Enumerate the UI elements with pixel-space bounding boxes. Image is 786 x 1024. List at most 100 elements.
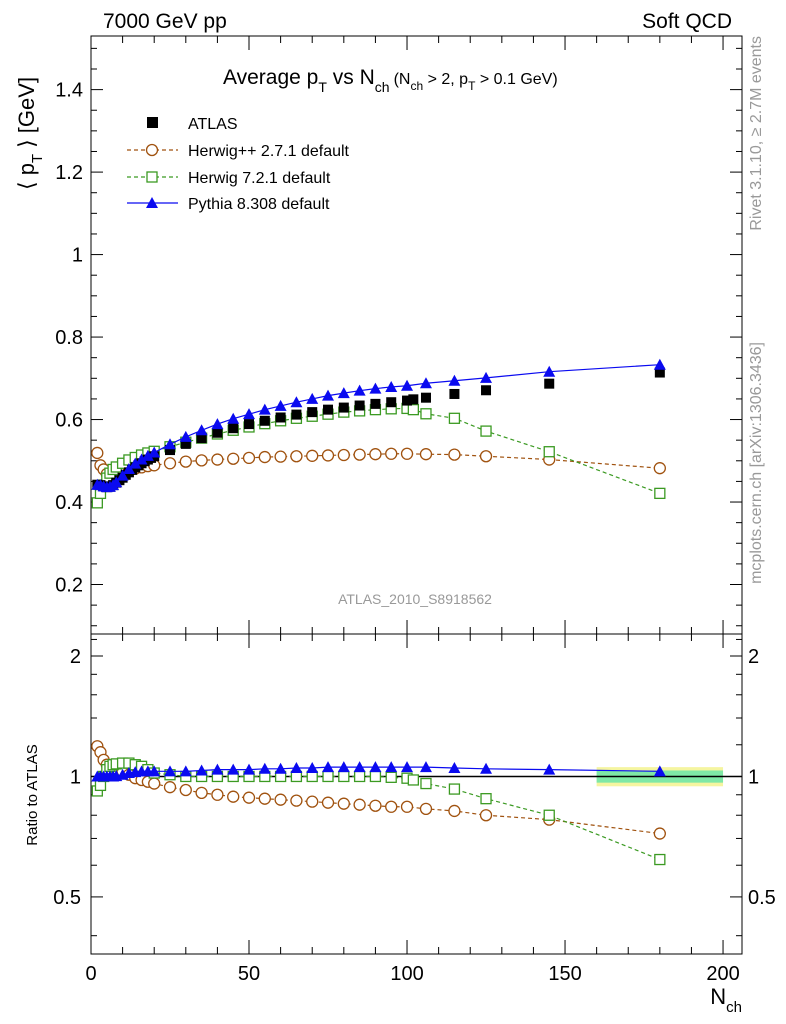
main-herwigpp-point [91, 446, 104, 460]
main-pythia-point [385, 380, 398, 392]
main-pythia-point [116, 469, 129, 481]
ratio-herwigpp-point [400, 800, 414, 813]
main-pythia-point [243, 408, 256, 420]
ratio-herwig7-point [543, 809, 555, 821]
x-axis-label: Nch [710, 984, 742, 1016]
legend-marker-herwigpp [145, 143, 159, 157]
main-y-tick-label: 0.2 [55, 575, 83, 597]
plot-title-a: Average p [223, 66, 318, 89]
main-pythia-point [148, 446, 161, 458]
analysis-id-label: ATLAS_2010_S8918562 [338, 591, 492, 607]
main-y-tick-label: 1.2 [55, 162, 83, 184]
ratio-pythia-point [653, 765, 666, 777]
ratio-y-tick-label: 0.5 [53, 887, 81, 909]
main-herwigpp-point [385, 447, 398, 460]
ratio-pythia-point [419, 761, 432, 773]
main-series-layer [91, 358, 666, 509]
ratio-herwigpp-point [163, 781, 177, 794]
ratio-herwigpp-point [290, 794, 303, 807]
main-pythia-point [322, 389, 335, 401]
main-pythia-point [122, 463, 135, 475]
ratio-pythia-point [211, 763, 224, 775]
ratio-herwig7-point [480, 793, 492, 805]
legend-marker-herwig7 [146, 171, 158, 183]
main-y-axis-label: ⟨ pT ⟩ [GeV] [14, 77, 46, 190]
ratio-herwigpp-point [227, 790, 240, 803]
main-y-tick-label: 1 [72, 245, 83, 267]
main-herwigpp-point [274, 450, 287, 463]
main-y-tick-label: 0.4 [55, 492, 83, 514]
ratio-herwigpp-point [353, 798, 366, 811]
ratio-herwigpp-point [258, 792, 271, 805]
main-pythia-point [129, 457, 142, 469]
main-atlas-point [275, 412, 286, 423]
ratio-herwigpp-point [385, 800, 398, 813]
main-herwig7-point [543, 446, 555, 458]
main-pythia-point [480, 371, 493, 383]
main-herwigpp-point [306, 449, 319, 462]
ratio-pythia-point [243, 763, 256, 775]
ratio-pythia-point [353, 761, 366, 773]
ratio-herwig7-point [385, 771, 397, 783]
main-atlas-point [481, 385, 492, 396]
main-herwig7-point [91, 497, 103, 509]
ratio-herwig7-point [420, 777, 432, 790]
ratio-pythia-point [306, 761, 319, 773]
main-atlas-point [196, 433, 207, 444]
category-label: Soft QCD [642, 10, 732, 33]
main-y-axis-label-open: ⟨ p [14, 163, 39, 190]
main-atlas-point [307, 407, 318, 418]
x-axis-label-sub: ch [726, 999, 742, 1016]
x-tick-label: 50 [238, 963, 260, 985]
ratio-series-layer [91, 740, 666, 866]
x-tick-label: 150 [548, 963, 581, 985]
x-tick-label: 100 [390, 963, 423, 985]
x-tick-label: 200 [706, 963, 739, 985]
main-herwig7-point [407, 403, 419, 416]
main-herwigpp-point [479, 450, 493, 463]
main-atlas-point [180, 438, 191, 449]
main-herwigpp-point [353, 448, 366, 461]
plot-title-a-sub: T [318, 79, 327, 95]
main-pythia-point [448, 374, 461, 386]
main-y-tick-label: 0.6 [55, 410, 83, 432]
main-pythia-point [258, 403, 271, 415]
ratio-herwigpp-point [479, 809, 493, 822]
main-atlas-point [654, 367, 665, 378]
ratio-herwigpp-point [306, 795, 319, 808]
ratio-herwigpp-point [242, 791, 256, 804]
main-atlas-point [354, 400, 365, 411]
x-tick-label: 0 [85, 963, 96, 985]
energy-label: 7000 GeV pp [103, 10, 227, 33]
main-pythia-point [179, 430, 192, 442]
main-pythia-point [110, 476, 123, 488]
main-y-tick-label: 0.8 [55, 327, 83, 349]
main-herwigpp-point [195, 454, 208, 467]
ratio-herwigpp-point [211, 788, 224, 801]
main-atlas-point [338, 402, 349, 413]
ratio-pythia-point [258, 762, 271, 774]
ratio-pythia-point [337, 761, 350, 773]
main-atlas-point [370, 398, 381, 409]
legend: ATLAS Herwig++ 2.7.1 default Herwig 7.2.… [127, 116, 350, 213]
legend-label-herwig7: Herwig 7.2.1 default [188, 170, 331, 187]
main-y-axis-label-sub: T [29, 154, 46, 163]
main-pythia-point [306, 392, 319, 404]
main-atlas-point [165, 445, 176, 456]
main-pythia-point [290, 396, 303, 408]
main-herwigpp-point [419, 448, 433, 461]
main-herwigpp-point [369, 448, 382, 461]
ratio-y-tick-label: 2 [70, 646, 81, 668]
main-herwigpp-point [448, 448, 461, 461]
main-atlas-point [259, 415, 270, 426]
legend-label-herwigpp: Herwig++ 2.7.1 default [188, 143, 350, 160]
main-atlas-point [244, 419, 255, 430]
ratio-herwig7-point [338, 770, 350, 783]
ratio-y-tick-label-right: 0.5 [748, 887, 776, 909]
main-atlas-point [291, 409, 302, 420]
main-pythia-point [227, 412, 240, 424]
main-axis-ticks: 0.2 0.4 0.6 0.8 1 1.2 1.4 [55, 36, 742, 634]
main-pythia-point [369, 382, 382, 394]
main-pythia-point [653, 358, 666, 370]
plot-title-cut2-sub: T [468, 79, 476, 93]
